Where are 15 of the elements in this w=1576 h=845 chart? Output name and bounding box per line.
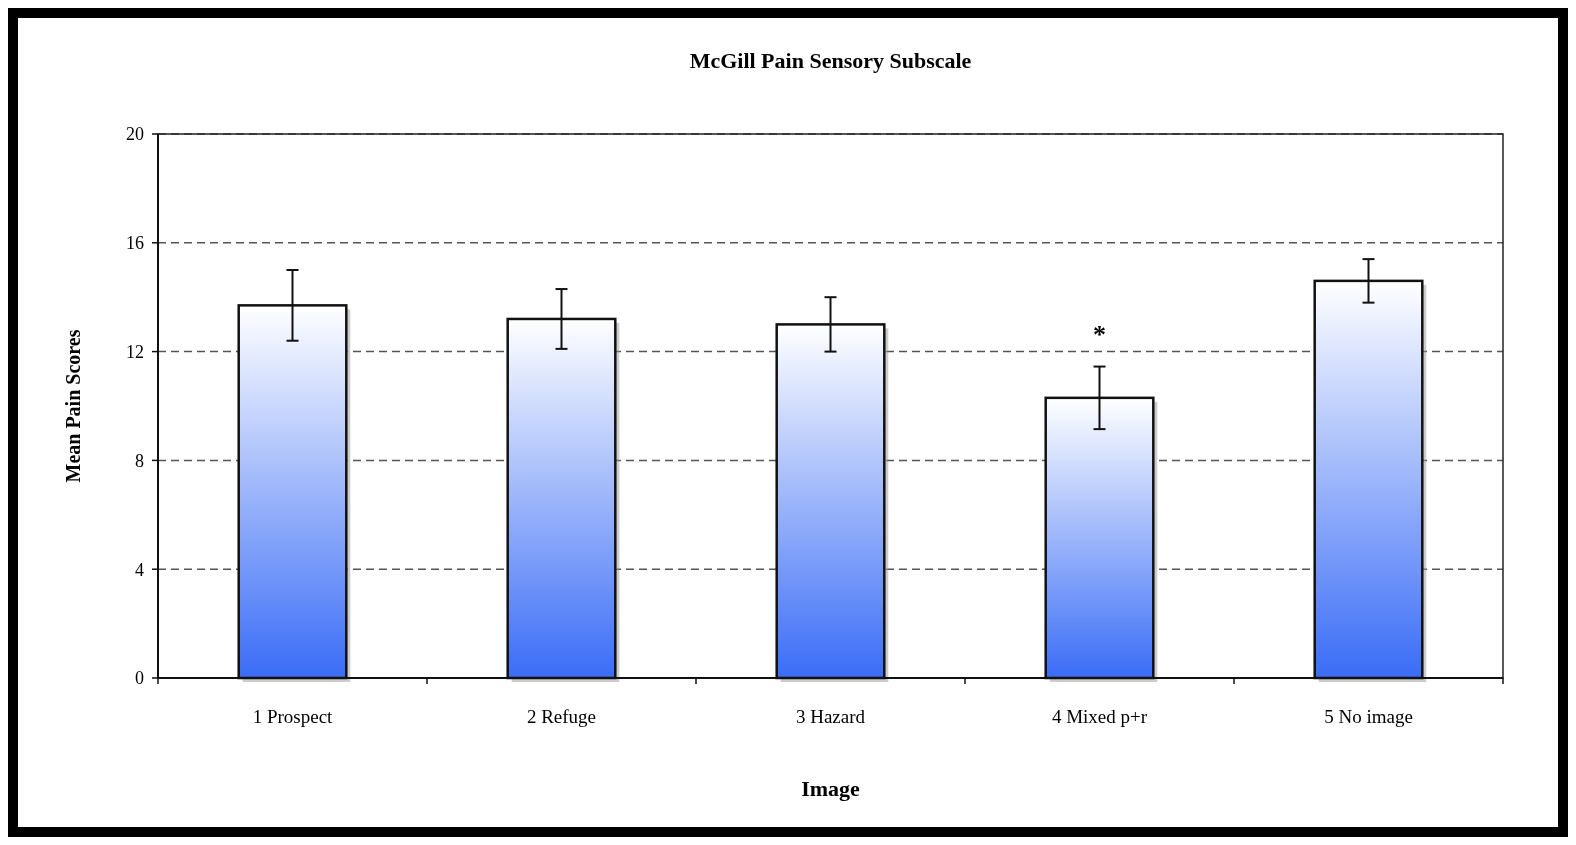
x-tick-label: 4 Mixed p+r (1051, 706, 1148, 727)
y-axis-title: Mean Pain Scores (62, 329, 84, 483)
x-tick-label: 2 Refuge (526, 706, 597, 727)
chart-title: McGill Pain Sensory Subscale (689, 48, 972, 73)
y-tick-label: 8 (135, 450, 144, 471)
y-tick-label: 20 (126, 124, 144, 145)
x-tick-label: 1 Prospect (252, 706, 334, 727)
x-axis-title: Image (801, 776, 861, 801)
y-tick-label: 16 (126, 233, 144, 254)
y-tick-label: 12 (126, 341, 144, 362)
y-tick-label: 4 (135, 559, 144, 580)
x-tick-label: 3 Hazard (795, 706, 866, 727)
x-tick-label: 5 No image (1324, 706, 1413, 727)
annotation: * (1093, 319, 1106, 349)
y-tick-label: 0 (135, 668, 144, 689)
